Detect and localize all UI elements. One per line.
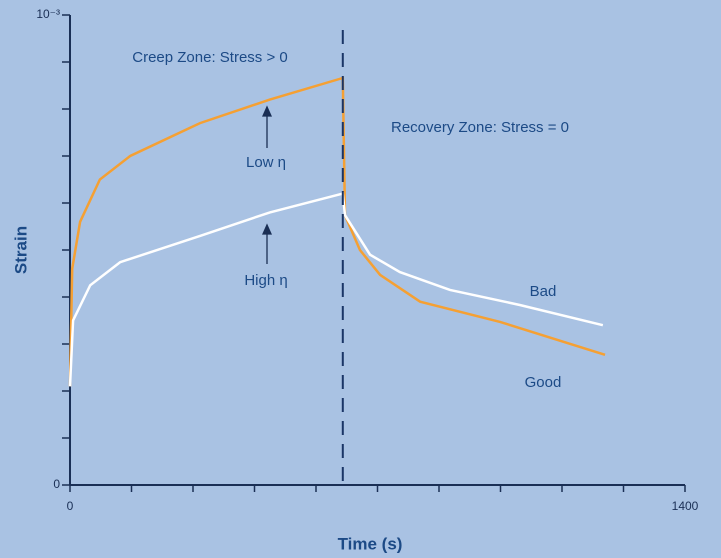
arrows [261, 105, 273, 264]
x-tick-label: 0 [67, 499, 74, 513]
x-tick-label: 1400 [672, 499, 699, 513]
y-tick-label: 0 [53, 477, 60, 491]
annotation: Good [525, 374, 562, 391]
y-tick-label: 10⁻³ [36, 7, 60, 21]
annotation: Creep Zone: Stress > 0 [132, 49, 288, 66]
annotation: Low η [246, 154, 286, 171]
annotation: High η [244, 272, 287, 289]
arrow-head [261, 223, 273, 235]
annotation: Bad [530, 283, 557, 300]
annotation: Recovery Zone: Stress = 0 [391, 119, 569, 136]
y-axis-title: Strain [11, 226, 30, 274]
line-series [68, 192, 604, 387]
line-series [68, 76, 606, 387]
x-axis-title: Time (s) [338, 534, 403, 553]
arrow-head [261, 105, 273, 117]
